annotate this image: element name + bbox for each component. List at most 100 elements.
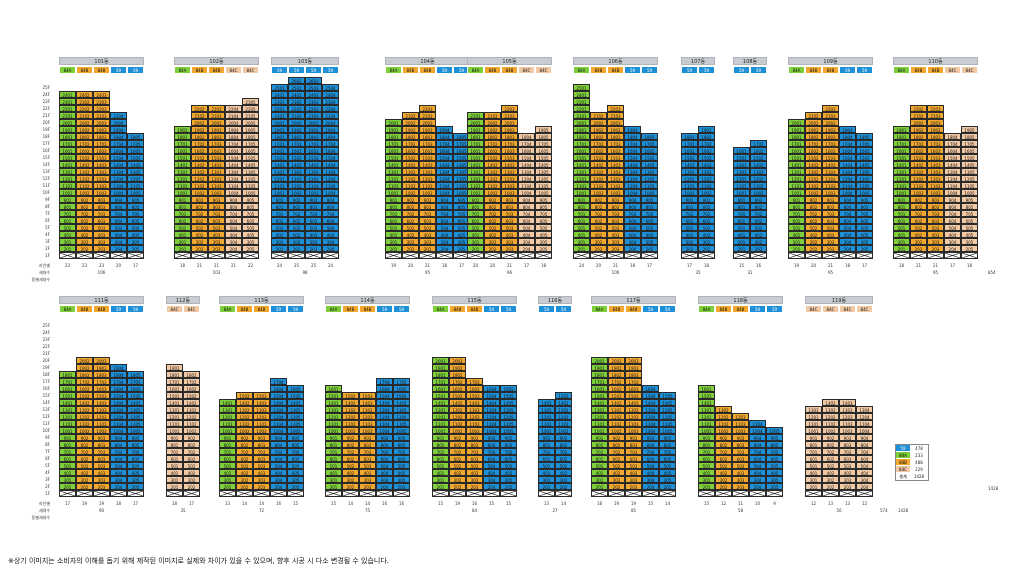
unit-cell: 1505 [242,154,259,161]
unit-cell: 1401 [59,161,76,168]
unit-cell: 804 [642,441,659,448]
unit-type-badge: 84C [166,305,183,313]
unit-cell: 1602 [449,385,466,392]
unit-cell: 1903 [822,126,839,133]
unit-cell: 1501 [893,154,910,161]
floor-label: 21F [42,351,50,356]
unit-cell: 1201 [698,413,715,420]
unit-cell: 1502 [402,154,419,161]
unit-cell: 1503 [419,154,436,161]
unit-cell: 1703 [305,140,322,147]
unit-cell: 1304 [518,168,535,175]
unit-cell: 1701 [788,140,805,147]
line-count: 18 [115,501,122,506]
unit-cell: 1203 [305,175,322,182]
unit-type-badge: 84B [342,305,359,313]
unit-cell: 901 [59,434,76,441]
pilotis-cell [893,252,910,259]
unit-cell: 2201 [271,105,288,112]
unit-cell: 701 [538,448,555,455]
unit-cell: 904 [856,434,873,441]
unit-cell: 1502 [183,392,200,399]
unit-cell: 1102 [698,182,715,189]
unit-cell: 1104 [322,182,339,189]
unit-cell: 902 [698,196,715,203]
legend-value: 478 [915,446,923,451]
unit-cell: 1003 [625,427,642,434]
unit-cell: 302 [236,476,253,483]
unit-cell: 201 [591,483,608,490]
unit-cell: 502 [342,462,359,469]
floor-label: 11F [42,421,50,426]
unit-cell: 1502 [236,392,253,399]
floor-label: 3F [45,239,50,244]
unit-cell: 1703 [501,140,518,147]
unit-cell: 2101 [59,112,76,119]
unit-cell: 1102 [750,182,767,189]
unit-cell: 201 [805,483,822,490]
unit-cell: 501 [59,462,76,469]
unit-cell: 703 [93,448,110,455]
unit-cell: 1502 [805,154,822,161]
unit-cell: 1405 [535,161,552,168]
unit-cell: 502 [555,462,572,469]
unit-cell: 1301 [385,168,402,175]
unit-cell: 902 [590,196,607,203]
unit-cell: 1803 [822,133,839,140]
unit-cell: 1805 [242,133,259,140]
unit-cell: 2002 [910,119,927,126]
unit-cell: 1404 [624,161,641,168]
unit-cell: 2202 [910,105,927,112]
pilotis-cell [961,252,978,259]
pilotis-cell [733,252,750,259]
floor-label: 14F [42,400,50,405]
unit-cell: 2004 [110,119,127,126]
floor-label: 1F [45,253,50,258]
unit-cell: 405 [500,469,517,476]
floor-label: 19F [42,127,50,132]
unit-cell: 1704 [270,378,287,385]
unit-cell: 1305 [856,168,873,175]
unit-cell: 2105 [242,112,259,119]
unit-cell: 205 [766,483,783,490]
unit-type-badge: 59 [681,66,698,74]
unit-cell: 1404 [839,161,856,168]
unit-cell: 505 [393,462,410,469]
unit-cell: 2102 [191,112,208,119]
unit-cell: 1604 [436,147,453,154]
unit-cell: 502 [805,224,822,231]
unit-cell: 604 [110,217,127,224]
unit-cell: 1903 [93,126,110,133]
unit-cell: 701 [432,448,449,455]
unit-cell: 1501 [166,392,183,399]
line-count: 24 [327,263,334,268]
unit-cell: 601 [733,217,750,224]
unit-cell: 805 [127,203,144,210]
unit-cell: 602 [76,217,93,224]
unit-cell: 805 [393,441,410,448]
unit-cell: 1103 [822,182,839,189]
unit-type-badge: 59 [270,305,287,313]
unit-cell: 1504 [624,154,641,161]
unit-cell: 904 [839,196,856,203]
unit-cell: 404 [624,231,641,238]
unit-cell: 2504 [322,84,339,91]
unit-cell: 605 [766,455,783,462]
line-count: 18 [629,263,636,268]
unit-cell: 1604 [270,385,287,392]
unit-cell: 1801 [166,371,183,378]
unit-cell: 1203 [625,413,642,420]
unit-cell: 1403 [253,399,270,406]
unit-cell: 701 [166,448,183,455]
unit-cell: 2002 [590,119,607,126]
unit-cell: 1701 [166,378,183,385]
unit-cell: 701 [698,448,715,455]
unit-cell: 1002 [608,427,625,434]
line-count: 23 [64,263,71,268]
unit-cell: 501 [432,462,449,469]
unit-cell: 1802 [698,133,715,140]
unit-cell: 1204 [518,175,535,182]
unit-cell: 1403 [305,161,322,168]
unit-cell: 1002 [805,189,822,196]
unit-cell: 1501 [271,154,288,161]
